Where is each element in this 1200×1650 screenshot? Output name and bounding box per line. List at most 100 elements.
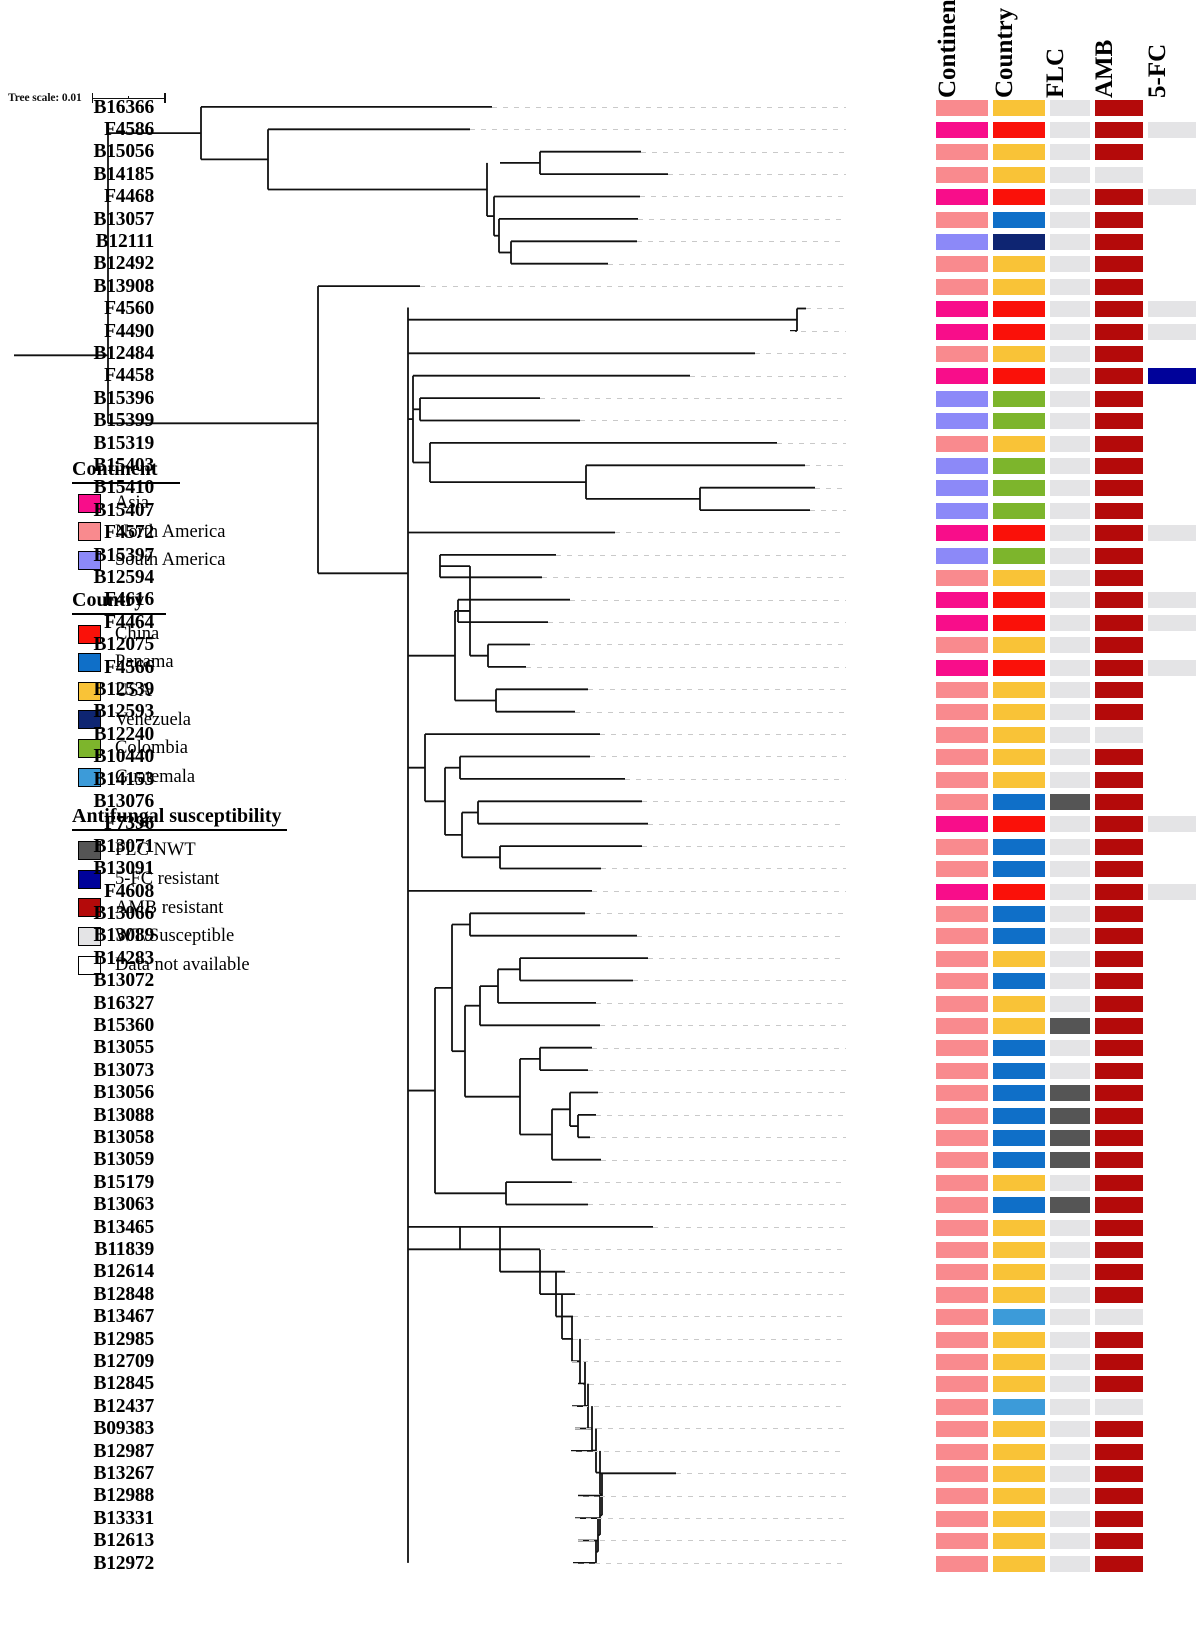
matrix-cell-flc: [1050, 637, 1090, 654]
matrix-cell-amb: [1095, 1376, 1143, 1393]
legend-item: FLC NWT: [72, 836, 372, 865]
matrix-cell-flc: [1050, 1152, 1090, 1169]
tip-dashed-connector: [755, 353, 846, 355]
matrix-cell-amb: [1095, 525, 1143, 542]
tip-label: F4566: [104, 656, 154, 678]
matrix-cell-continent: [936, 301, 988, 318]
matrix-cell-fc5: [1148, 502, 1196, 519]
matrix-cell-country: [993, 234, 1045, 251]
matrix-cell-continent: [936, 950, 988, 967]
table-row: B15403: [0, 455, 1200, 477]
matrix-cell-amb: [1095, 122, 1143, 139]
matrix-cell-continent: [936, 883, 988, 900]
matrix-cell-country: [993, 1197, 1045, 1214]
table-row: B13057: [0, 209, 1200, 231]
table-row: B15360: [0, 1015, 1200, 1037]
matrix-cell-flc: [1050, 659, 1090, 676]
tip-dashed-connector: [578, 1383, 846, 1385]
table-row: B12484: [0, 343, 1200, 365]
matrix-cell-country: [993, 1130, 1045, 1147]
matrix-cell-country: [993, 771, 1045, 788]
matrix-cell-flc: [1050, 995, 1090, 1012]
matrix-cell-country: [993, 592, 1045, 609]
matrix-cell-country: [993, 816, 1045, 833]
table-row: B12848: [0, 1284, 1200, 1306]
tip-dashed-connector: [588, 1070, 846, 1072]
table-row: B13058: [0, 1127, 1200, 1149]
legend-item-label: Colombia: [115, 738, 188, 759]
matrix-cell-amb: [1095, 234, 1143, 251]
table-row: F4586: [0, 119, 1200, 141]
tip-dashed-connector: [590, 756, 846, 758]
tip-dashed-connector: [420, 286, 846, 288]
legend-swatch-icon: [78, 869, 101, 889]
matrix-cell-country: [993, 99, 1045, 116]
matrix-cell-amb: [1095, 1264, 1143, 1281]
tip-label: F4458: [104, 365, 154, 387]
table-row: B13073: [0, 1060, 1200, 1082]
tip-label: B15403: [93, 454, 154, 476]
matrix-cell-fc5: [1148, 883, 1196, 900]
tip-label: B13058: [93, 1126, 154, 1148]
tip-dashed-connector: [575, 1428, 846, 1430]
tip-dashed-connector: [596, 1114, 846, 1116]
table-row: B14185: [0, 164, 1200, 186]
matrix-cell-country: [993, 950, 1045, 967]
matrix-cell-amb: [1095, 749, 1143, 766]
matrix-cell-country: [993, 1242, 1045, 1259]
tip-label: F4490: [104, 320, 154, 342]
table-row: B14283: [0, 948, 1200, 970]
legend-swatch-icon: [78, 898, 101, 918]
tip-dashed-connector: [575, 1518, 846, 1520]
table-row: F7396: [0, 813, 1200, 835]
matrix-cell-flc: [1050, 1331, 1090, 1348]
matrix-cell-country: [993, 323, 1045, 340]
matrix-cell-flc: [1050, 1130, 1090, 1147]
table-row: B13066: [0, 903, 1200, 925]
matrix-cell-amb: [1095, 771, 1143, 788]
matrix-cell-continent: [936, 726, 988, 743]
matrix-cell-amb: [1095, 1062, 1143, 1079]
tip-label: B13467: [93, 1306, 154, 1328]
matrix-cell-amb: [1095, 189, 1143, 206]
matrix-cell-amb: [1095, 1488, 1143, 1505]
tip-label: B15179: [93, 1171, 154, 1193]
matrix-cell-continent: [936, 390, 988, 407]
matrix-cell-flc: [1050, 1174, 1090, 1191]
matrix-cell-continent: [936, 1510, 988, 1527]
matrix-cell-country: [993, 1018, 1045, 1035]
matrix-cell-fc5: [1148, 278, 1196, 295]
column-header-country: Country: [991, 7, 1018, 98]
legend-item: South America: [72, 546, 372, 575]
matrix-cell-fc5: [1148, 928, 1196, 945]
legend-item-label: North America: [115, 521, 226, 542]
matrix-cell-flc: [1050, 1376, 1090, 1393]
tip-dashed-connector: [648, 823, 846, 825]
tip-label: F4560: [104, 298, 154, 320]
matrix-cell-country: [993, 838, 1045, 855]
table-row: F4468: [0, 186, 1200, 208]
tip-label: B12075: [93, 634, 154, 656]
matrix-cell-country: [993, 1443, 1045, 1460]
table-row: F4560: [0, 298, 1200, 320]
tip-dashed-connector: [690, 375, 846, 377]
legend-item-label: USA: [115, 681, 153, 702]
matrix-cell-country: [993, 1152, 1045, 1169]
matrix-cell-fc5: [1148, 614, 1196, 631]
tip-label: B15360: [93, 1014, 154, 1036]
matrix-cell-flc: [1050, 861, 1090, 878]
matrix-cell-fc5: [1148, 794, 1196, 811]
matrix-cell-amb: [1095, 1040, 1143, 1057]
legend-item: Panama: [72, 648, 372, 677]
tip-dashed-connector: [556, 554, 846, 556]
table-row: B12972: [0, 1553, 1200, 1575]
table-row: B12845: [0, 1373, 1200, 1395]
matrix-cell-amb: [1095, 435, 1143, 452]
matrix-cell-fc5: [1148, 144, 1196, 161]
tip-label: B12972: [93, 1552, 154, 1574]
matrix-cell-fc5: [1148, 435, 1196, 452]
legend-item-label: FLC NWT: [115, 840, 196, 861]
matrix-cell-continent: [936, 906, 988, 923]
matrix-cell-continent: [936, 1242, 988, 1259]
matrix-cell-fc5: [1148, 346, 1196, 363]
